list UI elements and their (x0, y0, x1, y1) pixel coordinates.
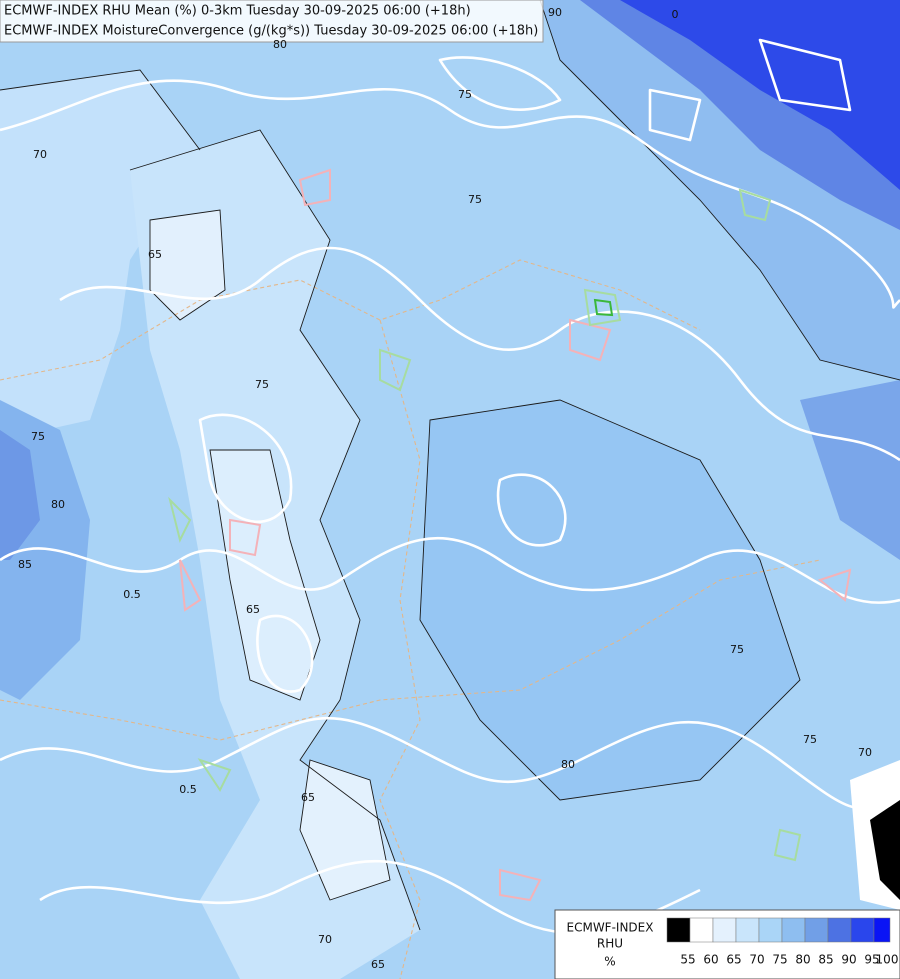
mc-contour (0, 716, 900, 810)
legend-label: 95 (864, 953, 879, 967)
rhu-contour (129, 129, 421, 931)
mc-contour-neg (168, 188, 802, 862)
header-line: ECMWF-INDEX RHU Mean (%) 0-3km Tuesday 3… (4, 4, 471, 19)
legend-title: ECMWF-INDEX (567, 921, 654, 935)
contour-label: 75 (730, 643, 744, 656)
legend-swatch (850, 917, 875, 943)
contour-label: 65 (148, 248, 162, 261)
contour-label: 65 (246, 603, 260, 616)
contour-label: 90 (548, 6, 562, 19)
legend-swatch (712, 917, 737, 943)
contour-label: 70 (858, 746, 872, 759)
legend-swatch (827, 917, 852, 943)
legend-swatch (689, 917, 714, 943)
field-65 (210, 450, 320, 700)
legend-swatch (735, 917, 760, 943)
legend-label: 90 (841, 953, 856, 967)
contour-label: 85 (18, 558, 32, 571)
legend-label: 70 (749, 953, 764, 967)
field-85 (800, 380, 900, 560)
mc-contour-neg (593, 298, 614, 317)
contour-label: 75 (468, 193, 482, 206)
mc-contour (0, 536, 900, 604)
contour-label: 75 (458, 88, 472, 101)
legend-swatch (781, 917, 806, 943)
contour-label: 70 (33, 148, 47, 161)
contour-label: 80 (51, 498, 65, 511)
border (0, 259, 821, 979)
header-box (0, 0, 544, 43)
field-65 (300, 760, 390, 900)
legend-swatch (758, 917, 783, 943)
contour-label: 65 (371, 958, 385, 971)
mc-contour (438, 38, 852, 142)
contour-label: 75 (31, 430, 45, 443)
legend-label: 65 (726, 953, 741, 967)
mc-contour (0, 79, 900, 309)
contour-label: 80 (561, 758, 575, 771)
contour-label: 0 (672, 8, 679, 21)
contour-label: 0.5 (123, 588, 141, 601)
mc-contour-pos (179, 168, 852, 902)
legend-variable: RHU (597, 937, 623, 951)
legend-label: 60 (703, 953, 718, 967)
field-90 (620, 0, 900, 190)
field-55 (870, 800, 900, 900)
legend-unit: % (604, 955, 615, 969)
legend-swatch (804, 917, 829, 943)
mc-contour (59, 246, 900, 462)
legend-label: 80 (795, 953, 810, 967)
rhu-contour (419, 399, 801, 801)
field-65 (150, 210, 225, 320)
field-70 (0, 70, 200, 440)
legend-label: 55 (680, 953, 695, 967)
contour-label: 65 (301, 791, 315, 804)
header-line: ECMWF-INDEX MoistureConvergence (g/(kg*s… (4, 24, 538, 39)
contour-label: 80 (273, 38, 287, 51)
legend-swatch (666, 917, 691, 943)
legend-label: 85 (818, 953, 833, 967)
contour-label: 70 (318, 933, 332, 946)
rhu-contour (0, 0, 900, 381)
field-80 (420, 400, 800, 800)
legend-label: 100 (876, 953, 899, 967)
mc-contour (198, 413, 567, 693)
contour-label: 75 (255, 378, 269, 391)
contour-labels: 90 0 80 75 75 70 65 75 75 80 85 65 75 80 65 70 65 75 70 0.5… (18, 6, 872, 971)
legend-swatch (873, 917, 891, 943)
legend-label: 75 (772, 953, 787, 967)
contour-label: 0.5 (179, 783, 197, 796)
contour-label: 75 (803, 733, 817, 746)
field-85 (0, 430, 40, 560)
